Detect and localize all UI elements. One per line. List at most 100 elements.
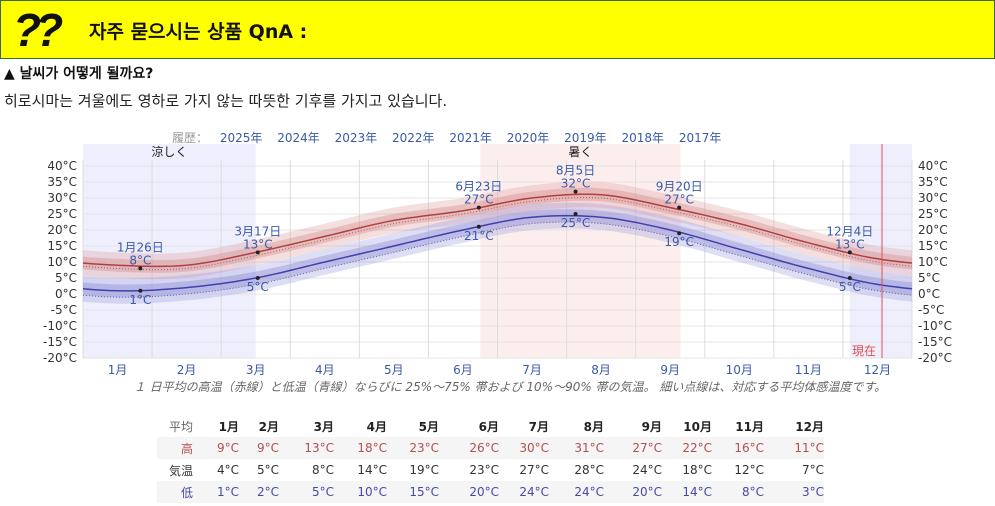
annotation-date: 3月17日 bbox=[234, 224, 281, 238]
temperature-cell: 8°C bbox=[741, 485, 764, 499]
month-header: 4月 bbox=[366, 419, 387, 434]
y-tick-label: -15°C bbox=[43, 335, 77, 349]
x-tick-label: 7月 bbox=[522, 363, 542, 377]
temperature-cell: 24°C bbox=[574, 485, 604, 499]
year-link[interactable]: 2025年 bbox=[219, 131, 263, 145]
temperature-cell: 16°C bbox=[734, 441, 764, 455]
temperature-cell: 18°C bbox=[682, 463, 712, 477]
low-feels-like-line bbox=[82, 221, 913, 298]
corner-label: 平均 bbox=[168, 419, 193, 434]
y-tick-label: 25°C bbox=[47, 207, 77, 221]
high-feels-like-line bbox=[82, 197, 913, 271]
y-tick-label: -20°C bbox=[43, 351, 77, 365]
year-link[interactable]: 2023年 bbox=[334, 131, 378, 145]
year-link[interactable]: 2022年 bbox=[391, 131, 435, 145]
high-25-75-band bbox=[83, 187, 912, 273]
year-link[interactable]: 2020年 bbox=[506, 131, 550, 145]
annotation-low: 25°C bbox=[561, 216, 591, 230]
month-header: 12月 bbox=[795, 419, 824, 434]
high-marker bbox=[476, 205, 481, 210]
answer-text: 히로시마는 겨울에도 영하로 가지 않는 따뜻한 기후를 가지고 있습니다. bbox=[4, 92, 448, 110]
temperature-cell: 31°C bbox=[574, 441, 604, 455]
current-date-label: 現在 bbox=[852, 344, 876, 358]
x-tick-label: 3月 bbox=[246, 363, 266, 377]
header-title: 자주 묻으시는 상품 QnA : bbox=[89, 21, 308, 43]
temperature-chart: 涼しく 暑く 40°C 40°C 35°C 35°C 30°C 30°C 25°C 25°C 20°… bbox=[43, 144, 952, 377]
high-marker bbox=[138, 266, 143, 271]
y-tick-label: -20°C bbox=[918, 351, 952, 365]
annotation-date: 8月5日 bbox=[556, 164, 595, 178]
temperature-cell: 20°C bbox=[632, 485, 662, 499]
temperature-cell: 9°C bbox=[216, 441, 239, 455]
average-temperature-table: 平均 1月 2月 3月 4月 5月 6月 7月 8月 9月 10月 11月 12月 高 9°C 9°C 13°… bbox=[157, 415, 824, 503]
low-temperature-line bbox=[82, 214, 913, 292]
annotation-low: 5°C bbox=[247, 280, 269, 294]
annotation-high: 13°C bbox=[243, 237, 273, 251]
x-tick-label: 10月 bbox=[726, 363, 753, 377]
chart-caption: １ 日平均の高温（赤線）と低温（青線）ならびに 25%～75% 帯および 10%… bbox=[133, 380, 887, 394]
temperature-cell: 27°C bbox=[519, 463, 549, 477]
temperature-cell: 10°C bbox=[357, 485, 387, 499]
high-marker bbox=[255, 250, 260, 255]
month-header: 5月 bbox=[418, 419, 439, 434]
y-tick-label: 5°C bbox=[918, 271, 940, 285]
year-link[interactable]: 2024年 bbox=[277, 131, 320, 145]
month-header: 2月 bbox=[258, 419, 279, 434]
history-years: 履歴： 2025年 2024年 2023年 2022年 2021年 2020年 … bbox=[172, 129, 730, 146]
temperature-cell: 14°C bbox=[357, 463, 387, 477]
temperature-cell: 12°C bbox=[734, 463, 764, 477]
history-label: 履歴： bbox=[172, 131, 209, 145]
annotation-high: 8°C bbox=[129, 253, 151, 267]
y-tick-label: 10°C bbox=[918, 255, 948, 269]
low-25-75-band bbox=[83, 209, 912, 298]
x-tick-label: 12月 bbox=[864, 363, 891, 377]
temperature-cell: 18°C bbox=[357, 441, 387, 455]
region-label: 涼しく bbox=[151, 144, 187, 159]
x-tick-label: 9月 bbox=[660, 363, 680, 377]
temperature-cell: 3°C bbox=[801, 485, 824, 499]
annotation-high: 27°C bbox=[464, 193, 494, 207]
temperature-cell: 1°C bbox=[216, 485, 239, 499]
year-link[interactable]: 2018年 bbox=[621, 131, 665, 145]
annotation-high: 13°C bbox=[835, 237, 865, 251]
region-label: 暑く bbox=[568, 145, 592, 159]
annotation-low: 19°C bbox=[664, 235, 694, 249]
annotation-low: 21°C bbox=[464, 229, 494, 243]
temperature-cell: 23°C bbox=[469, 463, 499, 477]
temperature-cell: 20°C bbox=[469, 485, 499, 499]
temperature-cell: 19°C bbox=[409, 463, 439, 477]
annotation-high: 27°C bbox=[664, 193, 694, 207]
temperature-cell: 11°C bbox=[794, 441, 824, 455]
high-marker bbox=[677, 205, 682, 210]
month-header: 1月 bbox=[218, 419, 239, 434]
y-tick-label: 35°C bbox=[47, 175, 77, 189]
annotation-low: 5°C bbox=[839, 280, 861, 294]
y-tick-label: -5°C bbox=[51, 303, 77, 317]
low-10-90-band bbox=[83, 202, 912, 304]
temperature-cell: 27°C bbox=[632, 441, 662, 455]
temperature-cell: 5°C bbox=[311, 485, 334, 499]
temperature-cell: 28°C bbox=[574, 463, 604, 477]
annotation-date: 12月4日 bbox=[826, 224, 873, 238]
annotation-low: 1°C bbox=[129, 293, 151, 307]
x-tick-label: 2月 bbox=[177, 363, 197, 377]
y-tick-label: 35°C bbox=[918, 175, 948, 189]
y-tick-label: 25°C bbox=[918, 207, 948, 221]
year-link[interactable]: 2017年 bbox=[678, 131, 722, 145]
temperature-cell: 13°C bbox=[304, 441, 334, 455]
row-label: 低 bbox=[180, 485, 193, 500]
low-marker bbox=[677, 231, 682, 236]
y-tick-label: 30°C bbox=[47, 191, 77, 205]
year-link[interactable]: 2021年 bbox=[449, 131, 492, 145]
x-tick-label: 4月 bbox=[315, 363, 335, 377]
month-header: 10月 bbox=[683, 419, 712, 434]
x-tick-label: 11月 bbox=[795, 363, 822, 377]
y-tick-label: 0°C bbox=[918, 287, 940, 301]
temperature-cell: 15°C bbox=[409, 485, 439, 499]
temperature-cell: 14°C bbox=[682, 485, 712, 499]
y-tick-label: 15°C bbox=[918, 239, 948, 253]
temperature-cell: 2°C bbox=[256, 485, 279, 499]
year-link[interactable]: 2019年 bbox=[564, 131, 607, 145]
month-header: 6月 bbox=[478, 419, 499, 434]
temperature-cell: 24°C bbox=[519, 485, 549, 499]
